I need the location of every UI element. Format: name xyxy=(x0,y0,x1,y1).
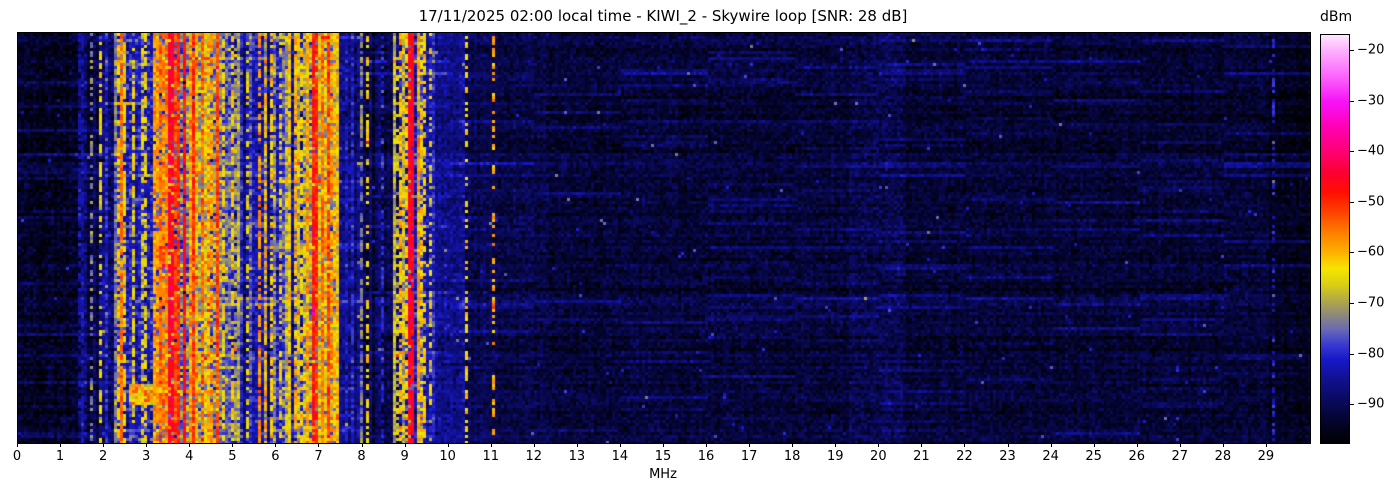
x-tick-label: 9 xyxy=(400,449,409,464)
colorbar-unit-label: dBm xyxy=(1320,9,1353,25)
x-tick-label: 24 xyxy=(1042,449,1059,464)
x-tick-mark xyxy=(792,443,794,447)
x-tick-mark xyxy=(17,443,18,447)
x-tick-mark xyxy=(60,443,62,447)
x-tick-label: 5 xyxy=(228,449,237,464)
colorbar-tick-label: −40 xyxy=(1357,143,1385,159)
x-tick-label: 19 xyxy=(826,449,844,464)
x-tick-label: 21 xyxy=(913,449,930,464)
x-tick-mark xyxy=(1050,443,1052,447)
x-tick-mark xyxy=(663,443,664,447)
colorbar-tick-mark xyxy=(1350,151,1354,153)
x-tick-label: 7 xyxy=(314,449,323,464)
x-tick-mark xyxy=(1265,443,1267,447)
x-tick-mark xyxy=(533,443,535,447)
x-tick-label: 29 xyxy=(1257,449,1275,464)
x-tick-mark xyxy=(189,443,191,447)
x-tick-mark xyxy=(361,443,363,447)
x-tick-label: 16 xyxy=(697,449,715,464)
x-tick-mark xyxy=(921,443,923,447)
colorbar-tick-label: −60 xyxy=(1357,244,1385,260)
colorbar-tick-mark xyxy=(1350,302,1354,304)
x-tick-mark xyxy=(490,443,492,447)
x-tick-label: 22 xyxy=(956,449,973,464)
x-tick-mark xyxy=(1222,443,1224,447)
x-tick-mark xyxy=(964,443,966,447)
x-tick-mark xyxy=(878,443,880,447)
x-tick-mark xyxy=(706,443,708,447)
x-tick-label: 18 xyxy=(783,449,801,464)
x-tick-label: 14 xyxy=(611,449,629,464)
x-tick-label: 15 xyxy=(654,449,672,464)
chart-title: 17/11/2025 02:00 local time - KIWI_2 - S… xyxy=(418,7,908,25)
x-tick-mark xyxy=(103,443,105,447)
x-tick-label: 28 xyxy=(1214,449,1232,464)
x-tick-label: 20 xyxy=(870,449,887,464)
x-tick-label: 23 xyxy=(999,449,1016,464)
x-tick-mark xyxy=(318,443,320,447)
x-tick-mark xyxy=(576,443,578,447)
x-tick-mark xyxy=(1136,443,1138,447)
x-tick-label: 12 xyxy=(525,449,543,464)
x-tick-label: 0 xyxy=(12,449,22,464)
x-tick-mark xyxy=(146,443,148,447)
colorbar xyxy=(1320,34,1350,444)
x-tick-label: 25 xyxy=(1085,449,1102,464)
x-tick-label: 13 xyxy=(568,449,586,464)
x-tick-mark xyxy=(447,443,449,447)
x-axis-label: MHz xyxy=(649,467,677,482)
x-tick-label: 4 xyxy=(185,449,194,464)
colorbar-tick-label: −30 xyxy=(1357,93,1385,109)
colorbar-tick-mark xyxy=(1350,252,1354,254)
x-tick-label: 1 xyxy=(55,449,65,464)
x-tick-label: 11 xyxy=(482,449,499,464)
colorbar-tick-label: −70 xyxy=(1357,295,1385,311)
colorbar-tick-label: −20 xyxy=(1357,42,1385,58)
x-tick-label: 6 xyxy=(271,449,280,464)
x-tick-label: 2 xyxy=(98,449,108,464)
x-tick-label: 10 xyxy=(439,449,456,464)
colorbar-tick-mark xyxy=(1350,404,1354,406)
x-tick-label: 27 xyxy=(1171,449,1189,464)
x-tick-mark xyxy=(1093,443,1095,447)
colorbar-tick-mark xyxy=(1350,353,1354,355)
x-tick-mark xyxy=(275,443,277,447)
x-tick-mark xyxy=(749,443,751,447)
x-tick-mark xyxy=(1179,443,1181,447)
x-tick-mark xyxy=(232,443,234,447)
plot-area xyxy=(17,32,1311,444)
x-tick-mark xyxy=(1007,443,1009,447)
x-tick-mark xyxy=(404,443,406,447)
spectrogram-heatmap xyxy=(18,33,1310,443)
x-tick-label: 26 xyxy=(1128,449,1145,464)
colorbar-tick-label: −80 xyxy=(1357,346,1385,362)
colorbar-tick-mark xyxy=(1350,201,1354,203)
x-tick-label: 17 xyxy=(740,449,758,464)
x-tick-mark xyxy=(835,443,837,447)
colorbar-tick-label: −50 xyxy=(1357,194,1385,210)
x-tick-mark xyxy=(619,443,621,447)
colorbar-tick-label: −90 xyxy=(1357,396,1385,412)
x-tick-label: 8 xyxy=(357,449,366,464)
colorbar-tick-mark xyxy=(1350,50,1354,52)
colorbar-tick-mark xyxy=(1350,100,1354,102)
x-tick-label: 3 xyxy=(142,449,151,464)
